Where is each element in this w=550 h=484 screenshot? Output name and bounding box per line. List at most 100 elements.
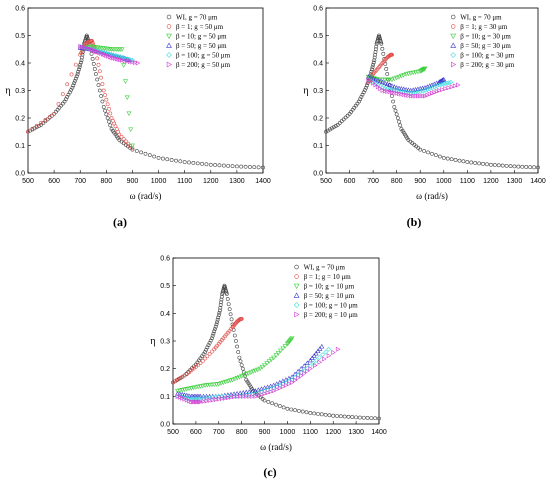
data-point (90, 39, 94, 43)
x-axis-label: ω (rad/s) (260, 442, 292, 452)
data-point (285, 406, 290, 411)
x-tick-label: 900 (414, 178, 426, 185)
data-point (232, 333, 237, 338)
data-point (293, 408, 297, 413)
data-point (178, 159, 183, 164)
legend-marker (166, 42, 172, 48)
data-point (438, 82, 444, 87)
data-point (234, 339, 238, 343)
data-point (417, 88, 423, 94)
data-point (301, 363, 307, 368)
data-point (72, 81, 77, 86)
data-point (255, 387, 261, 392)
data-point (234, 375, 240, 381)
data-point (304, 360, 310, 366)
legend-marker (294, 264, 299, 270)
data-point (80, 55, 84, 60)
data-point (203, 350, 207, 354)
data-point (382, 80, 388, 86)
data-point (179, 391, 185, 397)
legend-label: β = 10; g = 50 μm (176, 33, 227, 41)
data-point (299, 373, 304, 379)
data-point (99, 75, 104, 80)
data-point (422, 88, 428, 93)
data-point (240, 366, 245, 371)
data-point (281, 405, 286, 410)
data-point (404, 92, 409, 98)
data-point (71, 83, 76, 88)
data-point (210, 336, 214, 341)
y-tick-label: 0.1 (15, 143, 25, 150)
data-point (434, 88, 440, 94)
data-point (126, 111, 132, 117)
data-point (305, 368, 310, 374)
legend-label: β = 1; g = 50 μm (176, 23, 224, 31)
data-point (377, 83, 383, 89)
data-point (39, 120, 43, 125)
panel-caption: (c) (263, 465, 276, 479)
data-point (213, 163, 218, 167)
data-point (477, 161, 482, 166)
y-tick-label: 0.2 (313, 116, 323, 123)
data-point (181, 387, 187, 393)
data-point (371, 60, 376, 65)
data-point (375, 77, 381, 83)
data-point (413, 89, 418, 95)
data-point (195, 384, 201, 390)
data-point (429, 85, 435, 91)
data-point (215, 320, 219, 324)
series (175, 336, 295, 394)
x-tick-label: 500 (320, 178, 332, 185)
y-tick-label: 0.2 (15, 116, 25, 123)
data-point (121, 63, 127, 68)
data-point (177, 394, 183, 400)
data-point (313, 362, 318, 368)
data-point (243, 389, 249, 395)
data-point (78, 60, 83, 65)
data-point (270, 401, 275, 406)
data-point (193, 364, 198, 369)
data-point (394, 85, 400, 90)
data-point (312, 411, 317, 416)
x-tick-label: 1300 (229, 178, 245, 185)
data-point (257, 366, 263, 372)
data-point (296, 375, 301, 381)
data-point (203, 356, 207, 361)
data-point (422, 66, 428, 72)
data-point (216, 396, 222, 402)
data-point (226, 395, 231, 401)
data-point (366, 76, 372, 83)
data-point (77, 67, 81, 72)
data-point (252, 368, 258, 374)
data-point (437, 87, 442, 94)
data-point (200, 161, 204, 166)
plot-frame (325, 7, 539, 174)
legend-label: β = 50; g = 30 μm (460, 42, 511, 50)
data-point (387, 77, 393, 83)
data-point (95, 56, 100, 61)
data-point (378, 86, 383, 92)
data-point (379, 41, 384, 46)
data-point (213, 324, 218, 329)
x-tick-label: 1300 (348, 429, 364, 436)
data-point (372, 76, 378, 82)
x-axis-label: ω (rad/s) (130, 191, 162, 201)
data-point (500, 163, 505, 168)
data-point (97, 88, 102, 93)
data-point (191, 385, 197, 391)
data-point (180, 395, 185, 401)
data-point (438, 78, 444, 83)
data-point (204, 162, 209, 167)
y-tick-label: 0.0 (15, 171, 25, 178)
data-point (243, 372, 249, 377)
data-point (39, 122, 43, 127)
x-tick-label: 700 (74, 178, 86, 185)
data-point (196, 363, 201, 367)
data-point (436, 82, 442, 88)
data-point (398, 123, 403, 128)
legend-marker (166, 14, 172, 20)
data-point (385, 88, 390, 94)
data-point (408, 71, 414, 76)
data-point (225, 379, 231, 384)
data-point (370, 67, 374, 72)
